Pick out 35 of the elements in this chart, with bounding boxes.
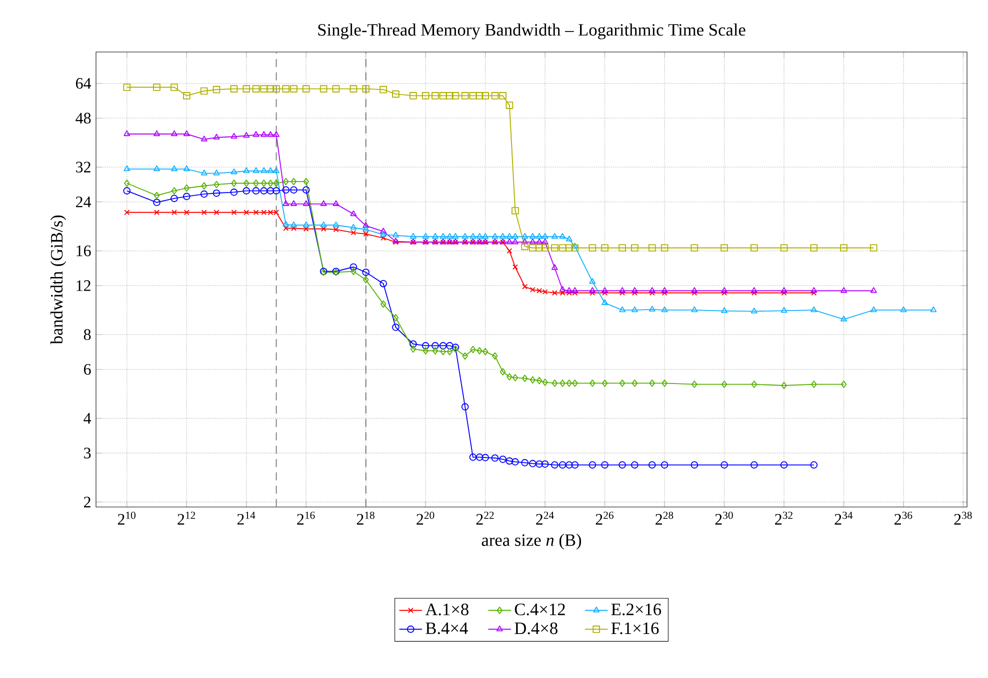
y-tick-label: 4 bbox=[84, 413, 92, 424]
y-tick-label: 48 bbox=[76, 112, 91, 124]
x-tick-label: 2$^{20}$ bbox=[416, 512, 434, 525]
y-tick-label: 24 bbox=[76, 196, 92, 208]
legend-label: F.1×16 bbox=[611, 622, 659, 634]
y-tick-label: 6 bbox=[84, 364, 91, 375]
x-tick-label: 2$^{10}$ bbox=[118, 512, 136, 525]
legend-label: B.4×4 bbox=[426, 622, 468, 634]
legend-label: D.4×8 bbox=[514, 622, 558, 634]
y-tick-label: 3 bbox=[84, 448, 91, 458]
legend-label: E.2×16 bbox=[611, 604, 662, 616]
y-tick-label: 16 bbox=[76, 245, 91, 256]
legend-label: A.1×8 bbox=[425, 604, 468, 616]
x-axis-title: area size n (B) bbox=[482, 534, 582, 550]
x-tick-label: 2$^{36}$ bbox=[894, 512, 912, 525]
x-tick-label: 2$^{34}$ bbox=[834, 512, 853, 525]
chart-title: Single-Thread Memory Bandwidth – Logarithmic Time Scale bbox=[318, 24, 746, 40]
y-tick-label: 32 bbox=[76, 162, 90, 173]
y-tick-label: 12 bbox=[76, 280, 90, 291]
y-tick-label: 64 bbox=[76, 78, 92, 89]
x-tick-label: 2$^{32}$ bbox=[775, 512, 792, 525]
y-tick-label: 2 bbox=[84, 496, 90, 508]
x-tick-label: 2$^{16}$ bbox=[297, 512, 315, 525]
x-tick-label: 2$^{24}$ bbox=[536, 512, 554, 525]
legend-label: C.4×12 bbox=[514, 604, 565, 616]
x-tick-label: 2$^{28}$ bbox=[656, 512, 674, 525]
x-tick-label: 2$^{18}$ bbox=[356, 512, 374, 525]
y-axis-title: bandwidth (GiB/s) bbox=[50, 215, 66, 344]
x-tick-label: 2$^{12}$ bbox=[178, 512, 196, 525]
x-tick-label: 2$^{38}$ bbox=[954, 512, 972, 525]
x-tick-label: 2$^{30}$ bbox=[715, 512, 733, 525]
y-tick-label: 8 bbox=[84, 329, 91, 340]
x-tick-label: 2$^{22}$ bbox=[476, 512, 494, 525]
x-tick-label: 2$^{26}$ bbox=[596, 512, 614, 525]
x-tick-label: 2$^{14}$ bbox=[237, 512, 256, 525]
